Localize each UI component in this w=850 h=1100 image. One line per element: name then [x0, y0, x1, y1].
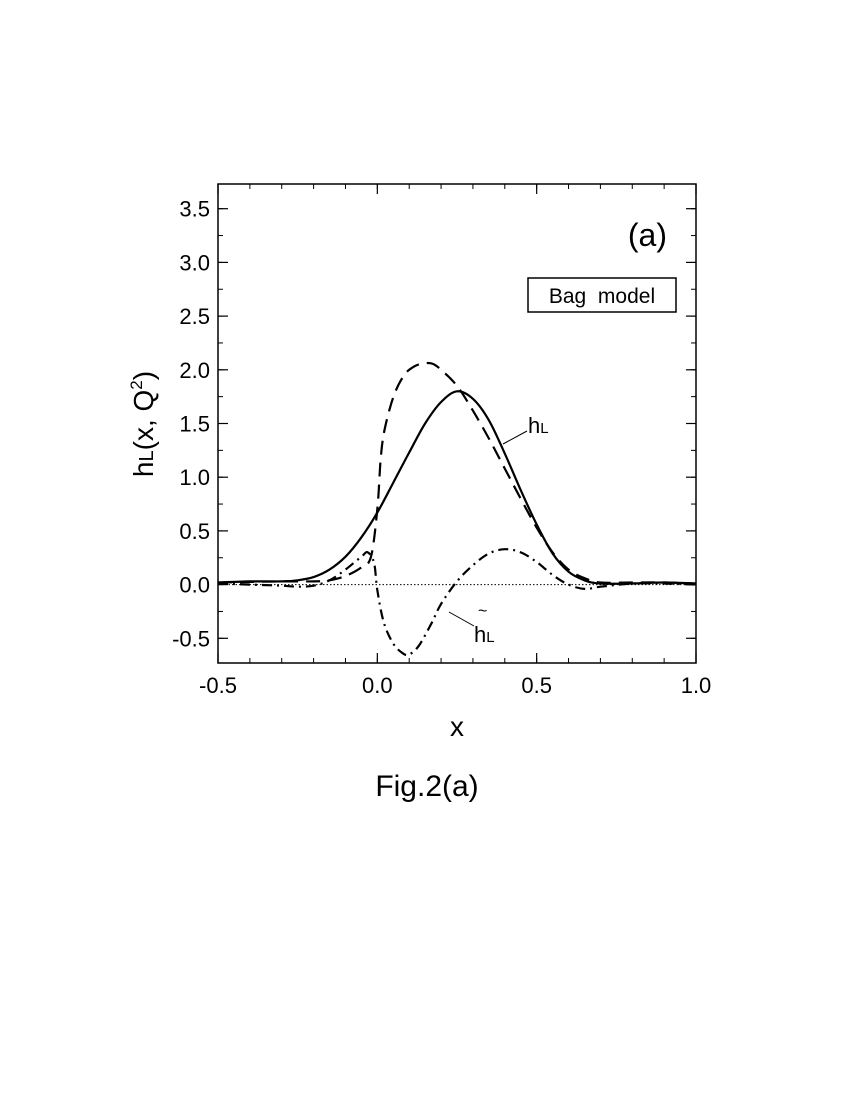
x-tick-label: 1.0 — [681, 673, 712, 698]
ticks-layer — [217, 184, 697, 663]
series-line-dash-dot — [217, 548, 697, 657]
y-tick-label: 2.0 — [179, 358, 210, 383]
series-line-dashed — [217, 361, 697, 585]
tick-labels-layer: -0.5 0.0 0.5 1.0 -0.5 0.0 0.5 1.0 1.5 2.0 2.5 3.0 3.… — [172, 197, 711, 698]
series-line-solid — [217, 390, 697, 585]
h-l-tilde-label: hL — [474, 622, 495, 647]
x-tick-label: 0.5 — [521, 673, 552, 698]
y-tick-label: -0.5 — [172, 626, 210, 651]
y-tick-label: 3.5 — [179, 197, 210, 222]
x-tick-label: -0.5 — [199, 673, 237, 698]
figure-caption: Fig.2(a) — [375, 770, 478, 803]
legend-box-frame — [527, 277, 677, 313]
x-tick-label: 0.0 — [362, 673, 393, 698]
y-tick-label: 0.0 — [179, 573, 210, 598]
h-l-label: hL — [528, 413, 549, 438]
y-tick-label: 3.0 — [179, 250, 210, 275]
series-layer — [217, 361, 697, 657]
panel-label: (a) — [628, 217, 667, 253]
h-l-label-leader-line — [502, 430, 528, 445]
y-tick-label: 1.0 — [179, 465, 210, 490]
x-axis-title: x — [450, 711, 464, 742]
y-tick-label: 1.5 — [179, 412, 210, 437]
y-tick-label: 0.5 — [179, 519, 210, 544]
legend-box-label: Bag model — [549, 285, 655, 308]
h-l-tilde-label-leader-line — [448, 611, 475, 627]
y-tick-label: 2.5 — [179, 304, 210, 329]
plot-frame — [217, 183, 697, 664]
h-l-tilde-accent: ~ — [478, 603, 487, 620]
y-axis-title: hL(x, Q2) — [127, 371, 159, 477]
